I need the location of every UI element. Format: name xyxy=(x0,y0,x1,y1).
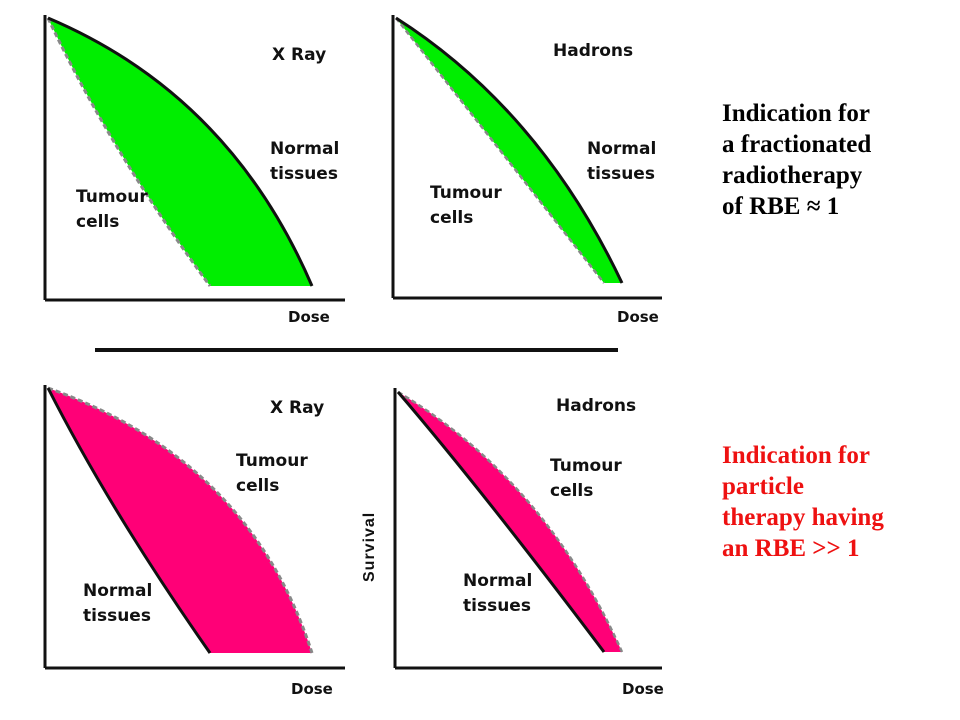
indication-top-line1: Indication for xyxy=(722,100,870,127)
upper-label-line1: Tumour xyxy=(550,456,622,476)
x-axis-label: Dose xyxy=(622,680,664,698)
indication-bottom-line2: particle xyxy=(722,473,804,500)
upper-label-line2: cells xyxy=(550,481,593,501)
normal-tissues-curve xyxy=(47,16,314,287)
upper-label-line1: Normal xyxy=(270,139,339,159)
panel-title: Hadrons xyxy=(553,41,633,61)
panel-bottom-right: Hadrons Tumour cells Normal tissues Dose… xyxy=(361,388,664,698)
upper-label-line1: Normal xyxy=(587,139,656,159)
panel-title: Hadrons xyxy=(556,396,636,416)
lower-label-line1: Normal xyxy=(463,571,532,591)
panel-top-left: X Ray Normal tissues Tumour cells Dose xyxy=(43,15,345,326)
indication-top-line2: a fractionated xyxy=(722,131,872,158)
indication-text-rbe-high: Indication for particle therapy having a… xyxy=(722,440,884,564)
x-axis-label: Dose xyxy=(288,308,330,326)
gap-fill-area xyxy=(396,18,622,283)
lower-label-line2: cells xyxy=(430,208,473,228)
lower-label-line1: Tumour xyxy=(430,183,502,203)
lower-label-line2: tissues xyxy=(463,596,531,616)
upper-label-line2: cells xyxy=(236,476,279,496)
panel-bottom-left: X Ray Tumour cells Normal tissues Dose xyxy=(43,385,345,698)
upper-label-line1: Tumour xyxy=(236,451,308,471)
panel-title: X Ray xyxy=(270,398,324,418)
x-axis-label: Dose xyxy=(291,680,333,698)
tumour-cells-curve xyxy=(47,386,314,654)
lower-label-line1: Tumour xyxy=(76,187,148,207)
panel-title: X Ray xyxy=(272,45,326,65)
tumour-cells-curve xyxy=(395,17,605,284)
lower-label-line1: Normal xyxy=(83,581,152,601)
lower-label-line2: cells xyxy=(76,212,119,232)
gap-fill-area xyxy=(48,388,312,653)
indication-bottom-line4: an RBE >> 1 xyxy=(722,535,860,562)
upper-label-line2: tissues xyxy=(270,164,338,184)
y-axis-label-survival: Survival xyxy=(361,512,378,582)
indication-bottom-line3: therapy having xyxy=(722,504,884,531)
panel-top-right: Hadrons Normal tissues Tumour cells Dose xyxy=(391,15,662,326)
lower-label-line2: tissues xyxy=(83,606,151,626)
indication-top-line3: radiotherapy xyxy=(722,162,863,189)
x-axis-label: Dose xyxy=(617,308,659,326)
upper-label-line2: tissues xyxy=(587,164,655,184)
normal-tissues-curve xyxy=(46,387,212,654)
normal-tissues-curve xyxy=(396,391,606,653)
indication-text-rbe-1: Indication for a fractionated radiothera… xyxy=(722,98,871,222)
tumour-cells-curve xyxy=(397,390,624,653)
normal-tissues-curve xyxy=(395,16,624,284)
indication-top-line4: of RBE ≈ 1 xyxy=(722,193,840,220)
gap-fill-area xyxy=(48,18,312,286)
indication-bottom-line1: Indication for xyxy=(722,442,870,469)
